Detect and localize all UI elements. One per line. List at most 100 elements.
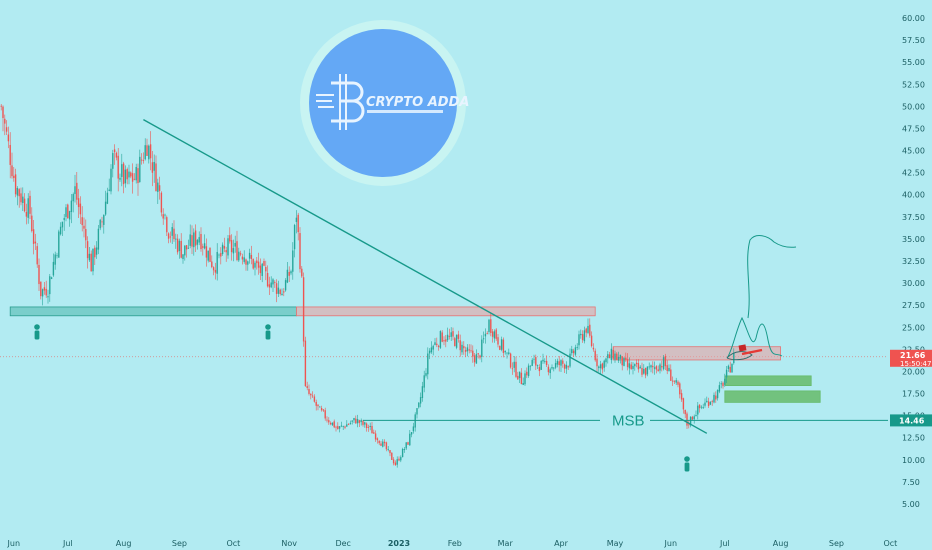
candle-body: [643, 368, 645, 374]
candle-body: [414, 414, 416, 428]
candle-body: [448, 335, 451, 337]
candle-body: [149, 144, 152, 159]
y-tick-label: 12.50: [902, 434, 925, 443]
candle-body: [506, 352, 508, 354]
candle-body: [427, 353, 429, 375]
candle-body: [461, 344, 463, 353]
candle-body: [184, 245, 186, 256]
candle-body: [67, 204, 69, 219]
candle-body: [254, 262, 256, 268]
candle-body: [718, 385, 721, 392]
candle-body: [225, 250, 227, 253]
candle-body: [243, 257, 245, 262]
candle-body: [40, 281, 42, 297]
candle-body: [5, 127, 8, 132]
candle-body: [484, 333, 487, 337]
candle-body: [81, 217, 83, 226]
candle-body: [76, 182, 78, 200]
candle-body: [616, 353, 618, 360]
candle-body: [176, 238, 179, 253]
candle-body: [599, 364, 602, 369]
candle-body: [369, 425, 371, 427]
person-icon: [684, 456, 690, 472]
x-tick-label: Feb: [448, 539, 462, 548]
candle-body: [455, 334, 458, 348]
logo-circle: [309, 29, 457, 177]
candle-body: [481, 339, 483, 357]
y-tick-label: 10.00: [902, 456, 925, 465]
x-tick-label: Jul: [62, 539, 73, 548]
candle-body: [529, 365, 532, 367]
candle-body: [428, 350, 431, 354]
candle-body: [223, 246, 226, 249]
x-tick-label: Apr: [554, 539, 569, 548]
candle-body: [29, 195, 31, 214]
candle-body: [65, 207, 67, 217]
candle-body: [383, 441, 386, 444]
candle-body: [533, 358, 535, 360]
candle-body: [553, 367, 555, 369]
candle-body: [657, 369, 659, 372]
candle-body: [333, 421, 335, 428]
candle-body: [187, 247, 190, 249]
candle-body: [434, 342, 436, 345]
candle-body: [513, 361, 515, 368]
candle-body: [445, 339, 447, 342]
candle-body: [562, 360, 564, 364]
candle-body: [581, 334, 584, 341]
candle-body: [207, 250, 209, 261]
candle-body: [563, 364, 566, 369]
candle-body: [315, 401, 317, 406]
candle-body: [623, 357, 625, 366]
candle-body: [517, 375, 519, 380]
candle-body: [319, 406, 321, 408]
y-tick-label: 25.00: [902, 323, 925, 332]
candle-body: [220, 253, 222, 257]
hammer-handle: [741, 348, 763, 356]
x-tick-label: Jun: [7, 539, 21, 548]
candle-body: [531, 359, 533, 366]
candle-body: [265, 267, 267, 272]
y-tick-label: 60.00: [902, 14, 925, 23]
candle-body: [601, 363, 604, 370]
candle-body: [527, 365, 530, 377]
candle-body: [715, 395, 717, 400]
candle-body: [234, 242, 236, 247]
candle-body: [592, 347, 595, 350]
candle-body: [290, 271, 292, 274]
candle-body: [385, 442, 388, 450]
candle-body: [11, 165, 13, 177]
candle-body: [277, 287, 280, 294]
candle-body: [214, 269, 217, 273]
candle-body: [607, 354, 609, 359]
candle-body: [508, 352, 510, 355]
candle-body: [376, 438, 379, 441]
candle-body: [317, 404, 319, 407]
candle-body: [202, 246, 204, 248]
candle-body: [587, 325, 589, 333]
candle-body: [257, 261, 260, 268]
candle-body: [594, 350, 596, 361]
candle-body: [113, 149, 116, 153]
candle-body: [322, 409, 325, 411]
candle-body: [261, 263, 263, 276]
candle-body: [565, 364, 568, 369]
candle-body: [142, 160, 145, 162]
y-tick-label: 7.50: [902, 478, 920, 487]
x-tick-label: Aug: [773, 539, 789, 548]
x-tick-label: Jun: [664, 539, 678, 548]
candle-body: [146, 145, 148, 156]
candle-body: [706, 400, 708, 403]
candle-body: [684, 409, 686, 415]
candle-body: [625, 357, 627, 360]
candle-body: [551, 367, 553, 369]
y-tick-label: 20.00: [902, 367, 925, 376]
candle-body: [275, 283, 278, 294]
candle-body: [88, 253, 91, 261]
candle-body: [117, 155, 119, 179]
candle-body: [0, 105, 2, 107]
candle-body: [180, 241, 182, 258]
y-tick-label: 37.50: [902, 213, 925, 222]
